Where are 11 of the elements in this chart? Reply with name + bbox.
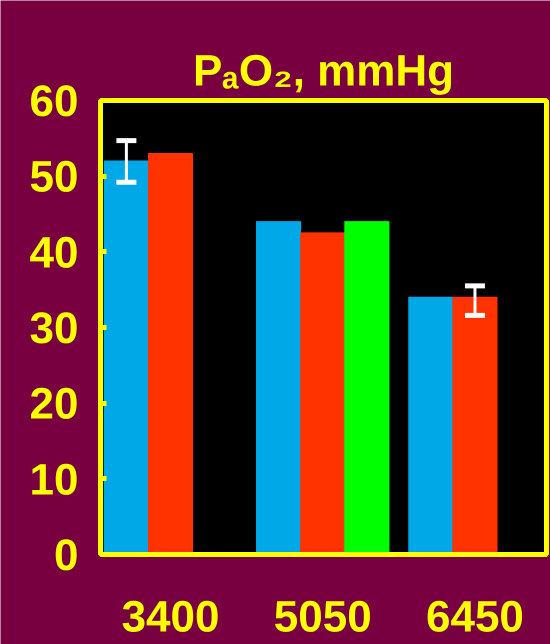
chart-title: PₐO₂, mmHg [192, 46, 454, 96]
x-tick-label: 3400 [122, 592, 220, 642]
y-tick-label: 20 [30, 380, 79, 429]
y-tick-label: 0 [54, 531, 79, 580]
y-tick-label: 10 [30, 455, 79, 504]
y-tick-label: 50 [30, 152, 79, 202]
y-tick-label: 60 [30, 77, 79, 126]
x-tick-label: 6450 [426, 592, 524, 642]
y-tick-label: 30 [30, 304, 79, 353]
x-tick-label: 5050 [274, 592, 372, 642]
y-tick-label: 40 [30, 228, 79, 278]
